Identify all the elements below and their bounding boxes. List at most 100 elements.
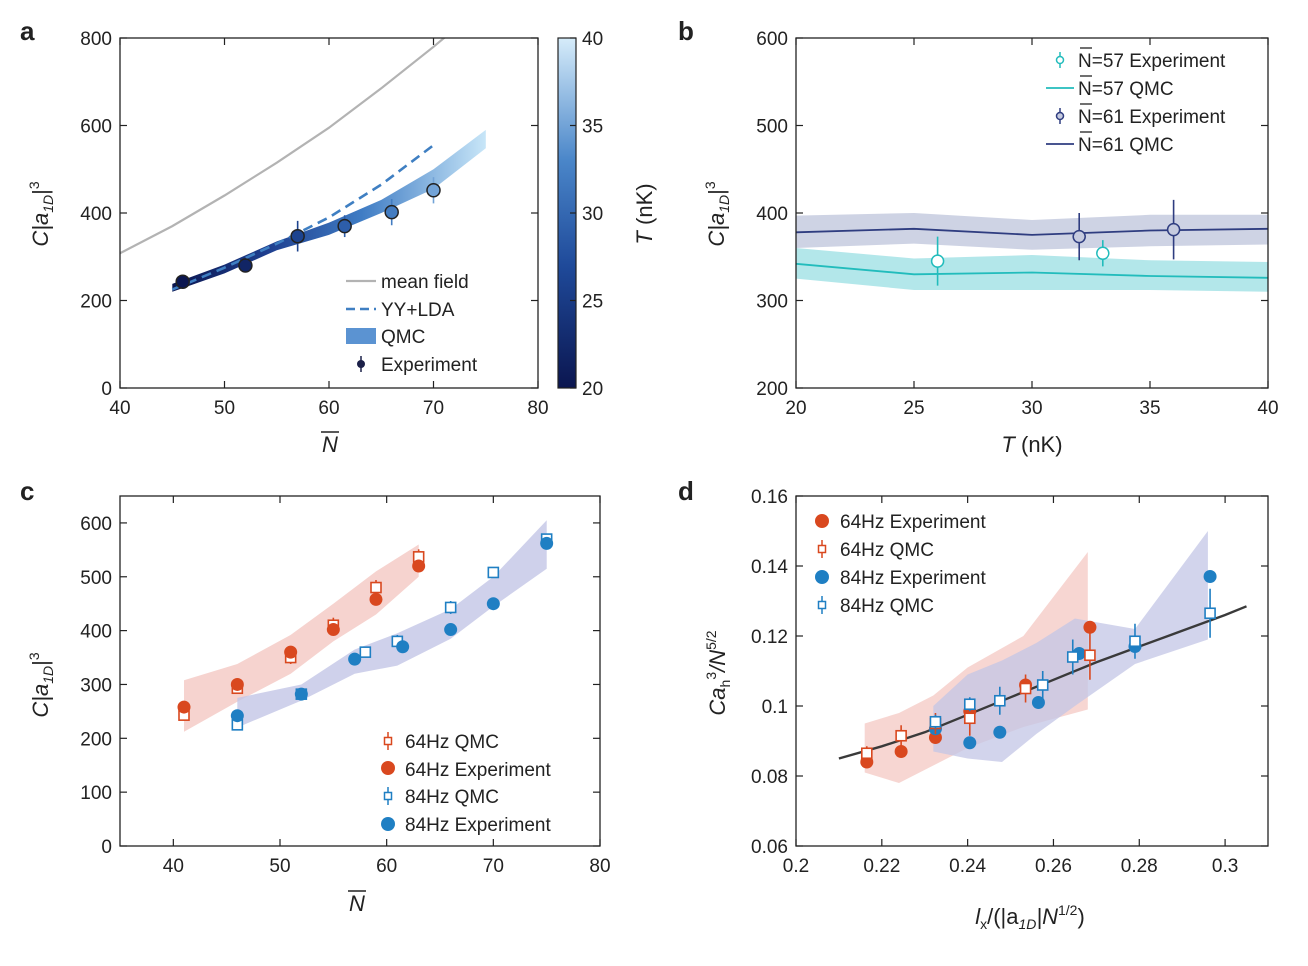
yy-lda-line: [171, 144, 435, 291]
qmc-64hz-point: [895, 729, 907, 742]
n57-exp-point: [1096, 246, 1110, 260]
legend-64-qmc-label: 64Hz QMC: [405, 732, 499, 753]
panel-b-legend: N=57 Experiment N=57 QMC N=61 Experiment…: [1046, 47, 1226, 156]
panel-b-ytick-label: 200: [756, 379, 788, 400]
panel-a-ytick-label: 0: [101, 379, 112, 400]
panel-a-xtick-label: 50: [214, 398, 235, 419]
legend-84-exp-marker: [381, 817, 395, 831]
panel-a-colorbar-ticks: 20 25 30 35 40: [570, 29, 603, 400]
legend-84-exp-label: 84Hz Experiment: [405, 815, 551, 836]
colorbar-tick-label: 35: [582, 117, 603, 138]
qmc-84hz-point: [1036, 679, 1049, 691]
panel-c-axes-box: [119, 495, 601, 847]
panel-d-axes-box: [795, 495, 1269, 847]
panel-c-ytick-label: 600: [80, 514, 112, 535]
n61-exp-point: [1072, 229, 1086, 244]
panel-a-colorbar-label: T (nK): [632, 183, 657, 244]
exp-84hz-point: [294, 687, 308, 701]
legend-d-84-qmc-label: 84Hz QMC: [840, 596, 934, 617]
qmc-84hz-point: [444, 601, 457, 614]
n61-exp-point: [1166, 222, 1181, 237]
mean-field-line: [120, 38, 446, 255]
panel-a-xtick-label: 80: [527, 398, 548, 419]
legend-d-84-qmc-marker: [817, 600, 827, 610]
exp-64hz-point: [894, 745, 908, 758]
qmc-64hz-point: [1019, 682, 1032, 695]
qmc-band: [172, 129, 486, 292]
legend-84-qmc-marker: [383, 791, 393, 801]
legend-n61-qmc-label: N=61 QMC: [1078, 135, 1174, 156]
legend-mean-field-label: mean field: [381, 272, 469, 293]
legend-64-exp-label: 64Hz Experiment: [405, 760, 551, 781]
qmc-84hz-point: [359, 646, 372, 658]
panel-a-xtick-label: 40: [109, 398, 130, 419]
qmc-84hz-point: [994, 694, 1006, 707]
panel-c-xtick-label: 50: [269, 856, 290, 877]
qmc-84hz-point: [1066, 651, 1079, 663]
exp-64hz-point: [230, 677, 244, 691]
panel-b-plot-area: 20 25 30 35 40 200 300 400 500 600: [756, 29, 1278, 419]
panel-b-xtick-label: 35: [1139, 398, 1160, 419]
exp-84hz-point: [993, 725, 1007, 739]
legend-d-64-qmc-label: 64Hz QMC: [840, 540, 934, 561]
colorbar-tick-label: 25: [582, 292, 603, 313]
panel-c-ytick-label: 100: [80, 783, 112, 804]
panel-b-xtick-label: 40: [1257, 398, 1278, 419]
legend-d-64-exp-label: 64Hz Experiment: [840, 512, 986, 533]
panel-b-ytick-label: 600: [756, 29, 788, 50]
n57-exp-point: [930, 254, 945, 268]
panel-d-label: d: [678, 476, 694, 506]
panel-b-xtick-label: 25: [903, 398, 924, 419]
panel-a-label: a: [20, 16, 35, 46]
qmc-64hz-point: [860, 747, 873, 760]
legend-n57-qmc-label: N=57 QMC: [1078, 79, 1174, 100]
panel-c-xlabel: N: [349, 891, 365, 916]
panel-d-ytick-label: 0.1: [762, 697, 788, 718]
panel-c-label: c: [20, 476, 34, 506]
panel-a-xtick-label: 60: [318, 398, 339, 419]
panel-d-ytick-label: 0.14: [751, 557, 788, 578]
panel-c-ylabel: C|a1D|3: [26, 652, 56, 717]
qmc-84hz-point: [1204, 607, 1216, 620]
panel-d-plot-area: 0.2 0.22 0.24 0.26 0.28 0.3 0.06 0.08 0.1 0.12 0.1…: [751, 487, 1269, 877]
legend-84-qmc-label: 84Hz QMC: [405, 787, 499, 808]
panel-c-ytick-label: 500: [80, 568, 112, 589]
band-64hz: [184, 544, 419, 732]
colorbar-tick-label: 40: [582, 29, 603, 50]
colorbar-tick-label: 30: [582, 204, 603, 225]
panel-d-xtick-label: 0.26: [1035, 856, 1072, 877]
panel-a-ytick-label: 600: [80, 117, 112, 138]
panel-b-ytick-label: 400: [756, 204, 788, 225]
qmc-84hz-point: [1129, 635, 1141, 648]
exp-84hz-point: [486, 597, 500, 611]
panel-d-xtick-label: 0.24: [949, 856, 986, 877]
panel-d-ytick-label: 0.12: [751, 627, 788, 648]
legend-qmc-swatch: [346, 328, 376, 344]
band-84hz: [933, 531, 1208, 762]
panel-b: b 20 25 30 35 40 200 300 400 500 600 C|a1D|3 T (n…: [678, 16, 1279, 457]
panel-a-xtick-label: 70: [423, 398, 444, 419]
n61-qmc-line: [795, 227, 1269, 236]
legend-d-64-exp-marker: [815, 514, 829, 528]
panel-c-ytick-label: 300: [80, 675, 112, 696]
panel-d-ylabel: Cah3/N5/2: [703, 630, 733, 715]
exp-84hz-point: [963, 736, 977, 750]
exp-64hz-point: [326, 623, 340, 637]
exp-84hz-point: [1031, 696, 1045, 709]
panel-d-ytick-label: 0.08: [751, 767, 788, 788]
exp-64hz-point: [284, 645, 298, 659]
qmc-64hz-point: [963, 712, 976, 725]
experiment-point: [175, 274, 190, 289]
panel-a-legend: mean field YY+LDA QMC Experiment: [346, 272, 478, 376]
panel-d-xtick-label: 0.2: [783, 856, 809, 877]
exp-64hz-point: [412, 559, 426, 573]
qmc-64hz-point: [1084, 649, 1096, 662]
panel-c-xtick-label: 80: [589, 856, 610, 877]
legend-yy-lda-label: YY+LDA: [381, 300, 455, 321]
panel-c-xtick-label: 40: [163, 856, 184, 877]
panel-c-plot-area: 40 50 60 70 80 0 100 200 300 400 500 600: [80, 495, 611, 877]
legend-64-qmc-marker: [383, 736, 393, 746]
panel-a-ytick-label: 400: [80, 204, 112, 225]
colorbar-tick-label: 20: [582, 379, 603, 400]
